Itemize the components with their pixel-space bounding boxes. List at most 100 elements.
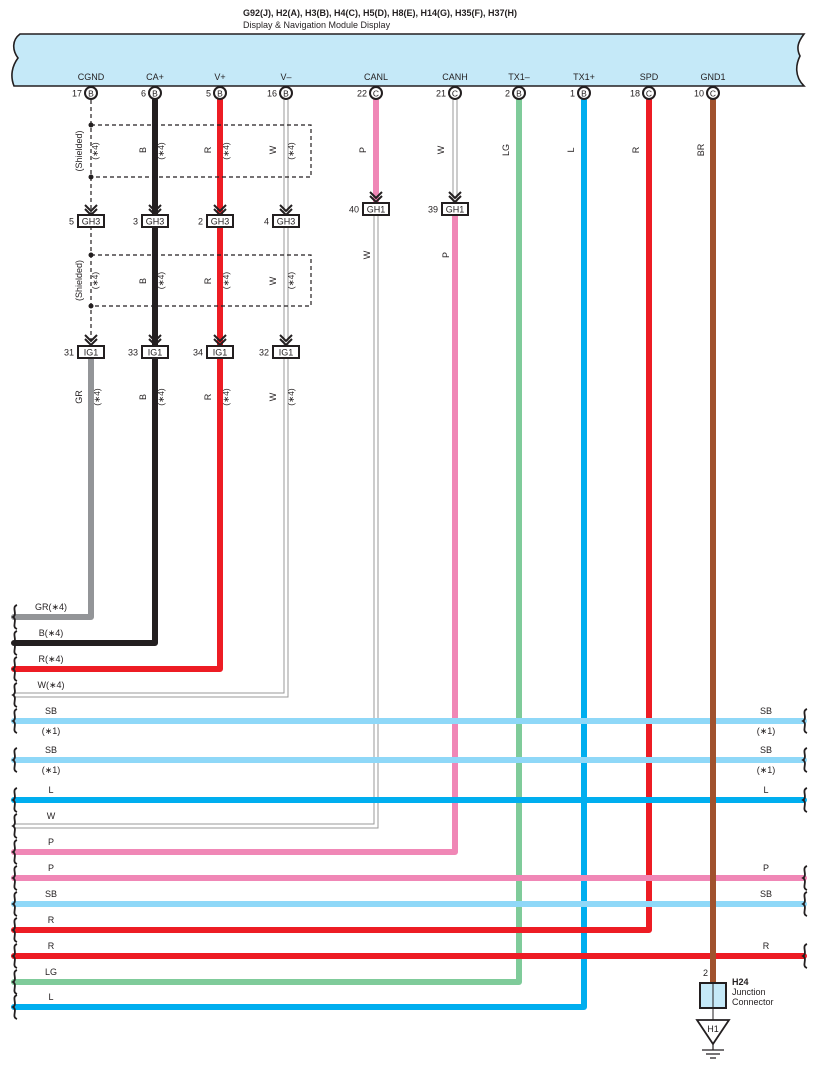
harness-note-label: (∗1) [757, 765, 776, 775]
terminal-connector-letter: C [646, 89, 652, 99]
harness-wire-label: R [48, 915, 55, 925]
harness-wire-label: W(∗4) [37, 680, 64, 690]
note-label: (∗4) [286, 142, 296, 160]
wire-color-label: B [138, 394, 148, 400]
gh3-connector-label: GH3 [82, 217, 101, 227]
ig1-connector-label: IG1 [84, 348, 99, 358]
wire-color-label: R [203, 393, 213, 400]
terminal-connector-circle [148, 86, 162, 100]
gh3-connector-label: GH3 [146, 217, 165, 227]
right-break-icon [801, 747, 808, 773]
terminal-connector-letter: C [710, 89, 716, 99]
right-break-icon [801, 708, 808, 734]
shield-junction-dot [88, 252, 94, 258]
wire-color-label: GR [74, 390, 84, 404]
left-break-icon [11, 682, 18, 708]
gh3-connector-pin: 3 [133, 217, 138, 227]
wire-color-label: W [268, 392, 278, 401]
terminal-connector-circle [279, 86, 293, 100]
note-label: (∗4) [221, 272, 231, 290]
junction-desc: Connector [732, 997, 774, 1007]
junction-desc: Junction [732, 987, 766, 997]
terminal-connector-letter: B [88, 89, 94, 99]
wire-color-label: L [566, 147, 576, 152]
wire-color-label: P [441, 252, 451, 258]
gh3-connector-pin: 2 [198, 217, 203, 227]
left-break-icon [11, 604, 18, 630]
ig1-connector [141, 345, 169, 359]
gh1-connector-pin: 40 [349, 205, 359, 215]
shield-junction-dot [88, 303, 94, 309]
canh-wire-lower [11, 212, 458, 855]
module-body [11, 33, 806, 87]
terminal-name: CA+ [146, 72, 164, 82]
wire-color-label: BR [696, 143, 706, 156]
ig1-connector-label: IG1 [279, 348, 294, 358]
note-label: (∗4) [286, 388, 296, 406]
note-label: (∗4) [221, 142, 231, 160]
harness-wire-label: L [48, 785, 53, 795]
terminal-pin: 16 [267, 89, 277, 99]
terminal-name: GND1 [700, 72, 725, 82]
left-break-icon [11, 747, 18, 773]
terminal-connector-letter: C [373, 89, 379, 99]
ig1-connector-pin: 33 [128, 348, 138, 358]
terminal-name: SPD [640, 72, 659, 82]
wire-color-label: P [358, 147, 368, 153]
wire-color-label: R [203, 146, 213, 153]
right-break-icon [801, 891, 808, 917]
note-label: (∗4) [156, 388, 166, 406]
wire-color-label: W [362, 250, 372, 259]
gh3-connector [272, 214, 300, 228]
shielded-label: (Shielded) [74, 260, 84, 301]
gh3-connector-label: GH3 [211, 217, 230, 227]
harness-wire-label: P [763, 863, 769, 873]
left-break-icon [11, 969, 18, 995]
junction-name: H24 [732, 977, 749, 987]
canl-wire-lower-core [14, 215, 378, 828]
terminal-connector-circle [84, 86, 98, 100]
canl-wire-lower [14, 215, 379, 829]
ig1-connector-pin: 31 [64, 348, 74, 358]
ground-point-icon [695, 1019, 731, 1046]
terminal-pin: 1 [570, 89, 575, 99]
terminal-name: CANL [364, 72, 388, 82]
left-break-icon [11, 813, 18, 839]
v-plus-wire [11, 97, 223, 672]
right-break-icon [801, 865, 808, 891]
terminal-connector-circle [213, 86, 227, 100]
note-label: (∗4) [92, 388, 102, 406]
wire-color-label: LG [501, 144, 511, 156]
terminal-connector-circle [642, 86, 656, 100]
left-break-icon [11, 865, 18, 891]
v-minus-wire-core [14, 100, 288, 697]
terminal-connector-letter: B [581, 89, 587, 99]
terminal-pin: 21 [436, 89, 446, 99]
ig1-connector [272, 345, 300, 359]
junction-pin: 2 [703, 968, 708, 978]
left-break-icon [11, 630, 18, 656]
harness-wire-label: R(∗4) [38, 654, 63, 664]
harness-wire-label: L [48, 992, 53, 1002]
harness-wire-label: P [48, 837, 54, 847]
terminal-name: TX1– [508, 72, 530, 82]
terminal-connector-circle [512, 86, 526, 100]
terminal-name: V+ [214, 72, 225, 82]
terminal-name: V– [280, 72, 291, 82]
note-label: (∗4) [286, 272, 296, 290]
tx1-minus-wire [11, 97, 522, 985]
right-break-icon [801, 943, 808, 969]
ig1-connector-pin: 34 [193, 348, 203, 358]
ig1-connector [77, 345, 105, 359]
wire-color-label: W [268, 276, 278, 285]
ig1-connector-label: IG1 [148, 348, 163, 358]
harness-note-label: (∗1) [42, 726, 61, 736]
terminal-pin: 17 [72, 89, 82, 99]
harness-wire-label: SB [760, 706, 772, 716]
ground-icon [702, 1044, 724, 1059]
terminal-pin: 18 [630, 89, 640, 99]
left-break-icon [11, 656, 18, 682]
spd-wire [11, 97, 652, 933]
module-title: G92(J), H2(A), H3(B), H4(C), H5(D), H8(E… [243, 8, 517, 18]
terminal-connector-circle [448, 86, 462, 100]
